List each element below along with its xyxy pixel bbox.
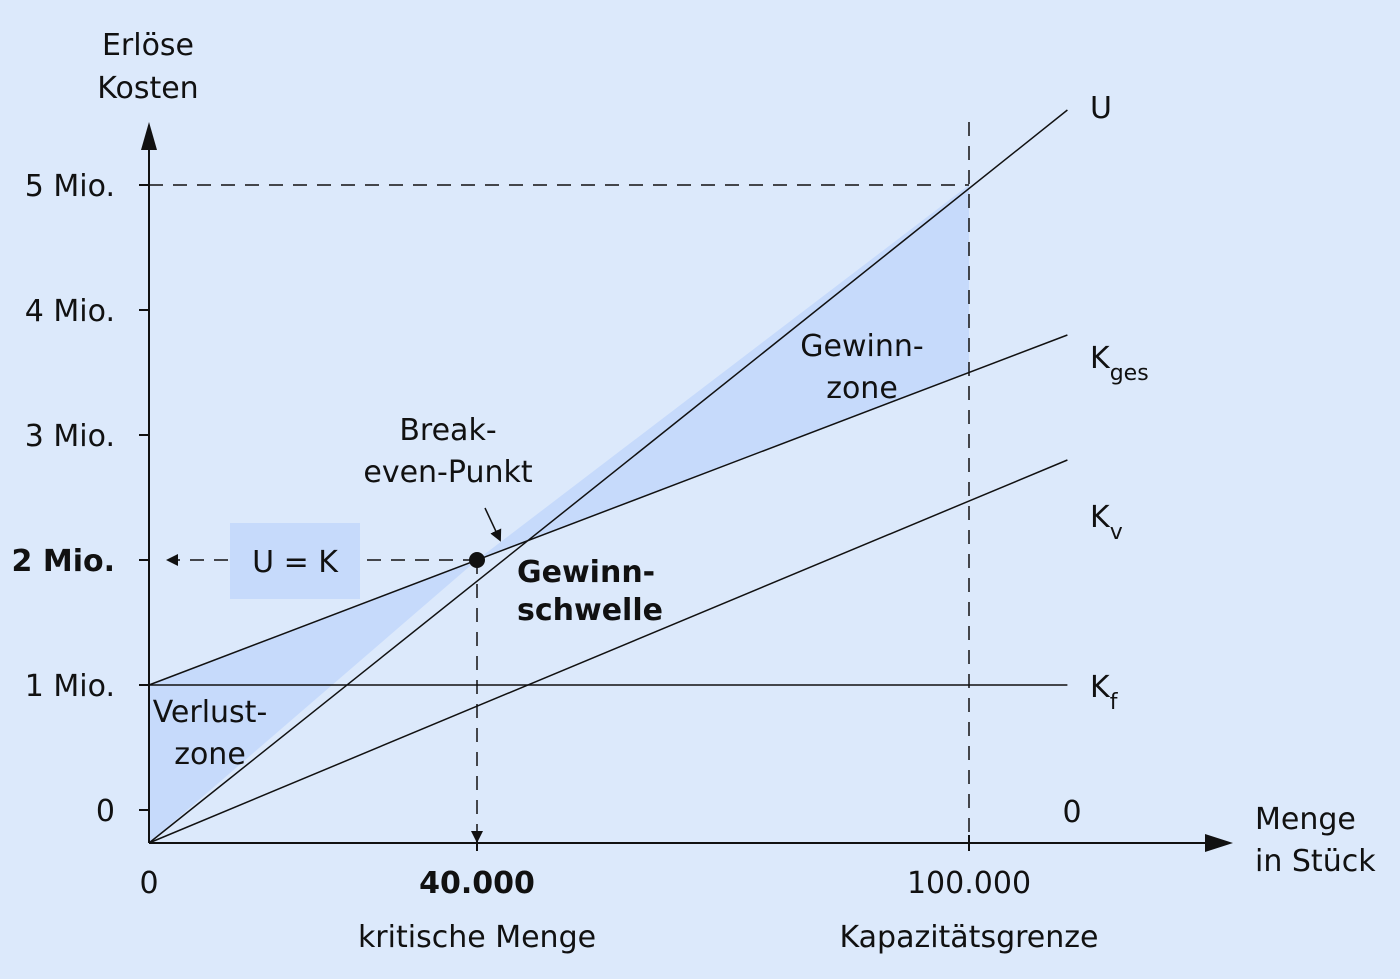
break-even-label-line: even-Punkt xyxy=(363,455,532,490)
x-origin-label: 0 xyxy=(139,866,158,901)
x-axis-title-line: Menge xyxy=(1255,802,1356,837)
y-axis-title-line: Erlöse xyxy=(102,28,194,63)
verlust-zone-label-line: zone xyxy=(174,737,246,772)
x-axis-arrow xyxy=(1205,834,1233,852)
verlust-zone-label-line: Verlust- xyxy=(153,695,268,730)
y-tick-label: 3 Mio. xyxy=(25,419,115,454)
break-even-pointer-arrow xyxy=(484,507,502,542)
series-label-subscript: v xyxy=(1110,520,1123,545)
line-u xyxy=(148,109,1068,844)
line-k-ges xyxy=(148,334,1068,686)
x-tick-label: 100.000 xyxy=(907,866,1031,901)
gewinn-zone-area xyxy=(477,185,969,560)
y-axis-arrow xyxy=(141,122,157,150)
series-label-u: U xyxy=(1090,91,1112,126)
gewinn-zone-label-line: Gewinn- xyxy=(800,329,923,364)
y-tick-label: 1 Mio. xyxy=(25,669,115,704)
series-label-k-v: Kv xyxy=(1090,500,1123,545)
line-k-v xyxy=(148,459,1068,844)
y-tick-label: 4 Mio. xyxy=(25,294,115,329)
u-equals-k-label: U = K xyxy=(252,545,339,580)
y-tick-label: 5 Mio. xyxy=(25,169,115,204)
series-label-subscript: f xyxy=(1110,690,1119,715)
break-even-label-line: Break- xyxy=(399,413,496,448)
u-equals-k-box xyxy=(230,523,360,599)
y-axis-title-line: Kosten xyxy=(97,71,198,106)
y-tick-label: 0 xyxy=(96,794,115,829)
gewinnschwelle-label-line: Gewinn- xyxy=(517,555,655,590)
series-label-subscript: ges xyxy=(1110,361,1149,386)
x-axis-title-line: in Stück xyxy=(1255,844,1376,879)
gewinnschwelle-label-line: schwelle xyxy=(517,593,663,628)
verlust-zone-area xyxy=(149,560,477,843)
series-label-k-ges: Kges xyxy=(1090,341,1149,386)
x-tick-label: 40.000 xyxy=(419,866,535,901)
x-zero-label-right: 0 xyxy=(1062,795,1081,830)
x-tick-sublabel: kritische Menge xyxy=(358,920,596,955)
y-tick-label: 2 Mio. xyxy=(12,544,115,579)
gewinn-zone-label-line: zone xyxy=(826,371,898,406)
series-label-k-f: Kf xyxy=(1090,670,1119,715)
break-even-point xyxy=(469,552,485,568)
x-tick-sublabel: Kapazitätsgrenze xyxy=(840,920,1099,955)
